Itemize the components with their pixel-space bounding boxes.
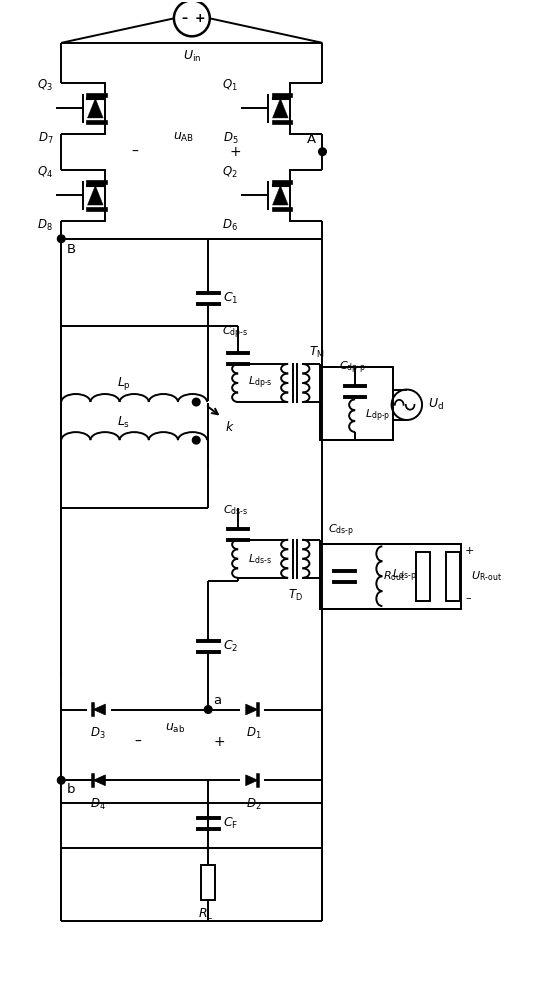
Text: –: – (131, 145, 138, 159)
Text: $L_{\rm s}$: $L_{\rm s}$ (117, 415, 130, 430)
Text: –: – (465, 593, 470, 603)
Text: b: b (67, 783, 75, 796)
Text: A: A (307, 133, 316, 146)
Text: $C_{\rm F}$: $C_{\rm F}$ (223, 816, 238, 831)
Bar (416, 552, 430, 601)
Text: $C_{\rm dp\text{-}p}$: $C_{\rm dp\text{-}p}$ (339, 360, 366, 376)
Text: +: + (465, 546, 474, 556)
Polygon shape (88, 98, 103, 118)
Text: $R_{\rm out}$: $R_{\rm out}$ (383, 569, 406, 583)
Circle shape (193, 436, 200, 444)
Bar (320, 544, 461, 609)
Text: $T_{\rm D}$: $T_{\rm D}$ (288, 588, 302, 603)
Bar (201, 865, 215, 900)
Text: $k$: $k$ (224, 420, 234, 434)
Text: $C_{\rm ds\text{-}s}$: $C_{\rm ds\text{-}s}$ (223, 503, 248, 517)
Polygon shape (94, 775, 106, 786)
Text: +: + (213, 735, 225, 749)
Text: $U_{\rm in}$: $U_{\rm in}$ (183, 49, 201, 64)
Text: $D_2$: $D_2$ (246, 797, 261, 812)
Polygon shape (246, 775, 258, 786)
Text: $Q_4$: $Q_4$ (37, 165, 53, 180)
Text: $L_{\rm p}$: $L_{\rm p}$ (117, 375, 131, 392)
Text: $D_7$: $D_7$ (38, 131, 53, 146)
Bar (446, 552, 460, 601)
Text: $C_2$: $C_2$ (223, 639, 239, 654)
Text: $D_4$: $D_4$ (90, 797, 106, 812)
Polygon shape (88, 185, 103, 205)
Text: –: – (181, 12, 187, 25)
Text: $L_{\rm dp\text{-}p}$: $L_{\rm dp\text{-}p}$ (365, 407, 391, 424)
Bar (320, 367, 393, 440)
Circle shape (57, 776, 65, 784)
Text: $C_1$: $C_1$ (223, 291, 239, 306)
Text: $C_{\rm ds\text{-}p}$: $C_{\rm ds\text{-}p}$ (329, 523, 354, 539)
Circle shape (319, 148, 327, 156)
Circle shape (57, 235, 65, 243)
Text: $T_{\rm M}$: $T_{\rm M}$ (309, 344, 324, 360)
Text: $C_{\rm dp\text{-}s}$: $C_{\rm dp\text{-}s}$ (222, 325, 248, 341)
Text: –: – (134, 735, 141, 749)
Text: B: B (67, 243, 76, 256)
Text: $Q_1$: $Q_1$ (223, 78, 238, 93)
Text: $D_8$: $D_8$ (37, 218, 53, 233)
Polygon shape (246, 704, 258, 715)
Text: $u_{\rm AB}$: $u_{\rm AB}$ (173, 130, 194, 144)
Text: $u_{\rm ab}$: $u_{\rm ab}$ (165, 722, 185, 735)
Text: a: a (214, 694, 222, 707)
Text: $D_1$: $D_1$ (246, 726, 261, 741)
Text: $L_{\rm dp\text{-}s}$: $L_{\rm dp\text{-}s}$ (248, 375, 272, 391)
Text: +: + (230, 145, 241, 159)
Text: $D_5$: $D_5$ (223, 131, 238, 146)
Text: $D_3$: $D_3$ (90, 726, 106, 741)
Text: +: + (194, 12, 205, 25)
Polygon shape (94, 704, 106, 715)
Text: $Q_2$: $Q_2$ (223, 165, 238, 180)
Text: $L_{\rm ds\text{-}p}$: $L_{\rm ds\text{-}p}$ (392, 568, 417, 584)
Text: $R_{\rm L}$: $R_{\rm L}$ (197, 907, 213, 922)
Text: $U_{\rm R\text{-}out}$: $U_{\rm R\text{-}out}$ (470, 569, 502, 583)
Text: $D_6$: $D_6$ (222, 218, 238, 233)
Polygon shape (272, 185, 288, 205)
Circle shape (205, 706, 212, 713)
Text: $U_{\rm d}$: $U_{\rm d}$ (428, 397, 444, 412)
Text: $L_{\rm ds\text{-}s}$: $L_{\rm ds\text{-}s}$ (248, 552, 272, 566)
Text: $Q_3$: $Q_3$ (37, 78, 53, 93)
Circle shape (193, 398, 200, 406)
Polygon shape (272, 98, 288, 118)
